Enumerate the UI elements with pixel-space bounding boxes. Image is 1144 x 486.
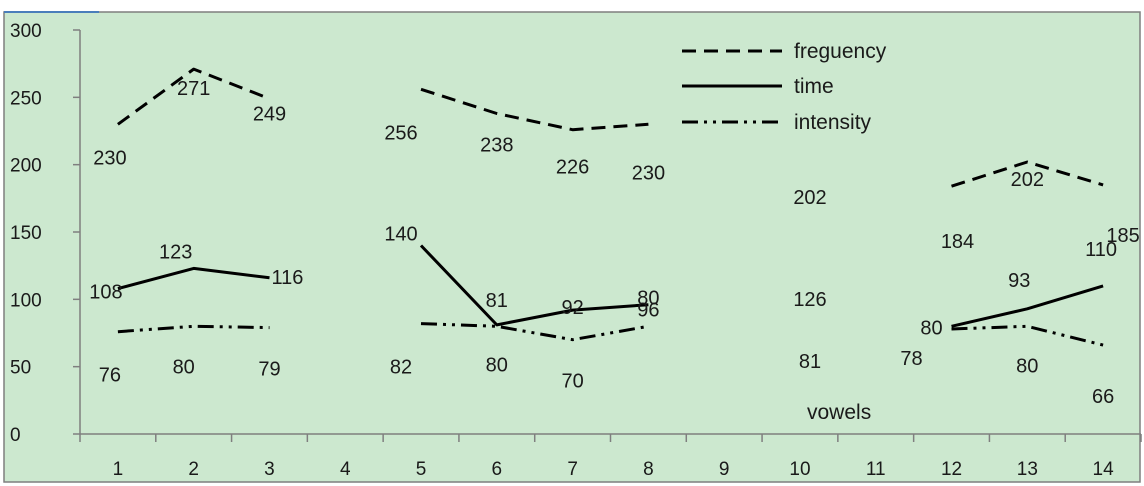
x-tick-label: 9 (719, 459, 730, 480)
plot-background (3, 11, 1141, 483)
data-label: 80 (637, 288, 659, 310)
x-tick-label: 4 (340, 459, 351, 480)
y-tick-label: 50 (10, 358, 31, 379)
series-line-intensity (951, 324, 1104, 347)
x-tick-label: 11 (866, 459, 886, 480)
data-label: 80 (920, 317, 942, 339)
data-label: 82 (390, 357, 412, 379)
x-axis-title: vowels (807, 401, 871, 424)
data-label: 185 (1106, 225, 1139, 247)
series-lines (117, 67, 1104, 347)
x-tick-label: 7 (567, 459, 578, 480)
data-label: 66 (1092, 386, 1114, 408)
data-label: 81 (486, 290, 508, 312)
data-label: 271 (177, 78, 210, 100)
legend-label-intensity: intensity (794, 111, 872, 134)
y-tick-label: 150 (10, 223, 42, 244)
data-label: 79 (258, 359, 280, 381)
x-tick-label: 6 (492, 459, 503, 480)
data-label: 226 (556, 157, 589, 179)
data-label: 96 (637, 299, 659, 321)
data-label: 116 (272, 267, 304, 289)
legend: freguency time intensity (682, 40, 887, 134)
y-tick-label: 0 (10, 425, 21, 446)
series-line-time (117, 266, 270, 291)
series-line-intensity (420, 322, 649, 342)
data-label: 110 (1085, 239, 1117, 261)
data-label: 78 (900, 348, 922, 370)
y-tick-label: 250 (10, 88, 42, 109)
x-tick-label: 2 (188, 459, 199, 480)
data-label: 230 (93, 147, 126, 169)
data-label: 80 (173, 356, 195, 378)
data-label: 80 (486, 354, 508, 376)
x-tick-label: 3 (264, 459, 275, 480)
y-tick-label: 200 (10, 156, 42, 177)
x-tick-label: 5 (416, 459, 427, 480)
x-tick-label: 12 (941, 459, 962, 480)
x-tick-label: 14 (1093, 459, 1115, 480)
data-label: 92 (561, 297, 583, 319)
x-tick-label: 8 (643, 459, 654, 480)
y-tick-label: 100 (10, 290, 42, 311)
data-label: 249 (253, 104, 286, 126)
data-label: 256 (384, 122, 417, 144)
data-label: 238 (480, 135, 513, 157)
series-line-time (951, 284, 1104, 328)
data-labels: 230 271 249 256 238 226 230 202 184 202 185 108 123 1… (89, 78, 1140, 408)
series-line-freguency (117, 67, 271, 126)
series-line-time (419, 244, 649, 327)
series-line-freguency (420, 87, 649, 132)
x-tick-label: 1 (113, 459, 124, 480)
data-label: 202 (793, 187, 826, 209)
data-label: 202 (1011, 169, 1044, 191)
data-label: 230 (632, 162, 665, 184)
data-label: 123 (159, 241, 192, 263)
data-label: 108 (89, 282, 122, 304)
legend-label-time: time (794, 75, 834, 98)
series-line-freguency (951, 160, 1104, 188)
y-tick-label: 300 (10, 21, 42, 42)
data-label: 76 (99, 365, 121, 387)
series-line-intensity (117, 324, 270, 334)
data-label: 140 (384, 224, 417, 246)
data-label: 126 (793, 289, 826, 311)
data-label: 70 (561, 371, 583, 393)
legend-label-freguency: freguency (794, 40, 887, 63)
data-label: 81 (799, 351, 821, 373)
data-label: 93 (1008, 270, 1030, 292)
x-tick-label: 13 (1017, 459, 1038, 480)
data-label: 80 (1016, 355, 1038, 377)
x-tick-label: 10 (789, 459, 810, 480)
data-label: 184 (941, 231, 974, 253)
